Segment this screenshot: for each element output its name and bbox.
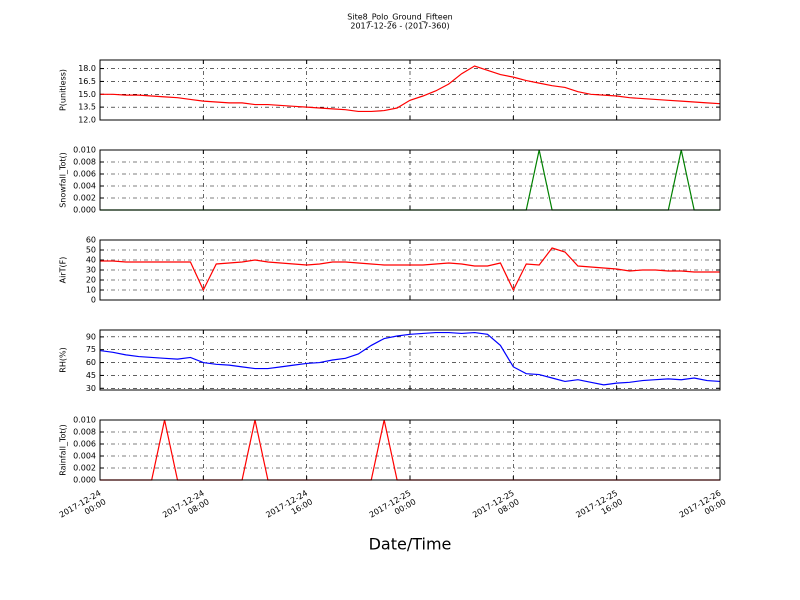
y-tick-label: 75 (86, 345, 96, 354)
y-tick-label: 50 (86, 246, 96, 255)
y-tick-label: 15.0 (78, 90, 96, 99)
x-tick-label: 2017-12-2500:00 (367, 488, 417, 528)
y-tick-label: 10 (86, 286, 96, 295)
y-tick-label: 12.0 (78, 116, 96, 125)
x-axis-label: Date/Time (369, 535, 452, 554)
y-tick-label: 0.008 (73, 428, 96, 437)
y-tick-label: 0.004 (73, 182, 96, 191)
plot-frame (99, 419, 721, 481)
x-tick-label: 2017-12-2508:00 (471, 488, 521, 528)
x-tick-label: 2017-12-2600:00 (677, 488, 727, 528)
data-line (100, 65, 721, 113)
y-axis-label: P(unitless) (59, 69, 68, 111)
y-tick-label: 60 (86, 236, 96, 245)
y-tick-label: 0.002 (73, 464, 96, 473)
y-tick-label: 0.004 (73, 452, 96, 461)
y-tick-label: 40 (86, 256, 96, 265)
y-tick-label: 0.000 (73, 476, 96, 485)
y-tick-label: 30 (86, 266, 96, 275)
chart-subtitle: 2017-12-26 - (2017-360) (350, 22, 449, 31)
y-axis-label: AirT(F) (59, 257, 68, 284)
y-tick-label: 0 (91, 296, 96, 305)
y-tick-label: 60 (86, 358, 96, 367)
y-axis-label: RH(%) (59, 347, 68, 372)
y-tick-label: 20 (86, 276, 96, 285)
y-tick-label: 13.5 (78, 103, 96, 112)
x-tick-label: 2017-12-2416:00 (264, 488, 314, 528)
chart-title: Site8_Polo_Ground_Fifteen (347, 13, 452, 22)
y-tick-label: 90 (86, 332, 96, 341)
y-tick-label: 30 (86, 384, 96, 393)
data-line (99, 331, 721, 386)
y-tick-label: 0.002 (73, 194, 96, 203)
y-tick-label: 0.000 (73, 206, 96, 215)
y-tick-label: 0.010 (73, 146, 96, 155)
plot-frame (99, 149, 721, 211)
y-tick-label: 0.006 (73, 170, 96, 179)
plot-frame (99, 239, 721, 301)
plot-frame (99, 329, 721, 391)
y-tick-label: 0.006 (73, 440, 96, 449)
y-axis-label: Rainfall_Tot() (59, 424, 68, 476)
y-tick-label: 18.0 (78, 64, 96, 73)
y-axis-label: Snowfall_Tot() (59, 152, 68, 208)
x-tick-label: 2017-12-2408:00 (161, 488, 211, 528)
x-tick-label: 2017-12-2516:00 (574, 488, 624, 528)
y-tick-label: 16.5 (78, 77, 96, 86)
data-line (100, 247, 720, 292)
y-tick-label: 45 (86, 371, 96, 380)
y-tick-label: 0.010 (73, 416, 96, 425)
x-tick-label: 2017-12-2400:00 (57, 488, 107, 528)
y-tick-label: 0.008 (73, 158, 96, 167)
plot-frame (99, 59, 721, 121)
